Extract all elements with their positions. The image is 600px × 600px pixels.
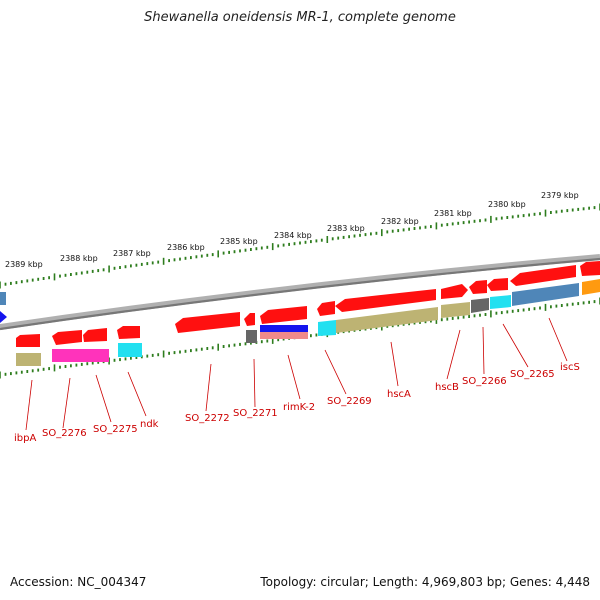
gene-label-SO-2275: SO_2275: [93, 424, 138, 435]
kbp-label: 2386 kbp: [167, 243, 205, 252]
gene-feature-gray: [471, 298, 489, 313]
gene-label-rimK-2: rimK-2: [283, 402, 315, 413]
gene-feature-blue: [260, 325, 308, 332]
gene-feature-olive: [336, 307, 438, 333]
kbp-label: 2385 kbp: [220, 237, 258, 246]
gene-feature-salmon: [260, 332, 308, 339]
gene-label-SO-2269: SO_2269: [327, 396, 372, 407]
gene-label-SO-2265: SO_2265: [510, 369, 555, 380]
gene-feature: [52, 330, 82, 345]
gene-feature-olive: [16, 353, 41, 366]
accession-text: Accession: NC_004347: [10, 575, 147, 589]
gene-feature: [83, 328, 107, 342]
leader-line: [25, 379, 33, 431]
gene-label-SO-2271: SO_2271: [233, 408, 278, 419]
leader-line: [548, 317, 568, 362]
gene-label-hscA: hscA: [387, 389, 411, 400]
gene-feature-cyan: [490, 295, 511, 309]
gene-feature: [244, 313, 255, 326]
gene-feature-pink: [52, 349, 109, 362]
kbp-scale-labels: 2389 kbp 2388 kbp 2387 kbp 2386 kbp 2385…: [5, 191, 579, 269]
kbp-label: 2381 kbp: [434, 209, 472, 218]
leader-line: [482, 326, 485, 375]
leader-line: [62, 377, 71, 429]
gene-feature-orange: [582, 279, 600, 295]
gene-label-leaders: [25, 317, 568, 431]
outer-scale-ticks: [0, 203, 600, 289]
kbp-label: 2389 kbp: [5, 260, 43, 269]
gene-feature: [441, 284, 468, 299]
map-title: Shewanella oneidensis MR-1, complete gen…: [144, 10, 456, 25]
gene-feature: [317, 301, 335, 316]
gene-feature: [117, 326, 140, 339]
gene-feature-blue-arrow: [0, 311, 7, 323]
leader-line: [127, 371, 147, 417]
gene-feature: [580, 261, 600, 276]
leader-line: [502, 323, 529, 368]
gene-label-ibpA: ibpA: [14, 433, 36, 444]
gene-label-ndk: ndk: [140, 419, 159, 430]
gene-labels: ibpA SO_2276 SO_2275 ndk SO_2272 SO_2271…: [14, 362, 580, 444]
forward-strand-genes: [0, 261, 600, 323]
gene-feature-steel: [0, 292, 6, 305]
leader-line: [324, 349, 347, 395]
gene-feature: [335, 289, 436, 312]
genome-summary: Topology: circular; Length: 4,969,803 bp…: [260, 575, 590, 589]
gene-label-SO-2272: SO_2272: [185, 413, 230, 424]
gene-label-SO-2276: SO_2276: [42, 428, 87, 439]
gene-feature: [487, 278, 508, 291]
gene-feature-olive: [441, 302, 470, 318]
leader-line: [253, 358, 256, 408]
gene-feature: [260, 306, 307, 324]
kbp-label: 2380 kbp: [488, 200, 526, 209]
leader-line: [205, 363, 212, 412]
gene-label-iscS: iscS: [560, 362, 580, 373]
leader-line: [95, 374, 112, 423]
kbp-label: 2383 kbp: [327, 224, 365, 233]
kbp-label: 2379 kbp: [541, 191, 579, 200]
gene-feature: [469, 280, 487, 294]
leader-line: [446, 329, 461, 380]
leader-line: [390, 341, 399, 387]
gene-feature-cyan: [118, 343, 142, 357]
gene-feature-steel: [512, 283, 579, 306]
genome-backbone: [0, 254, 600, 330]
leader-line: [287, 354, 301, 400]
kbp-label: 2384 kbp: [274, 231, 312, 240]
genome-backbone-shade: [0, 257, 600, 331]
gene-label-SO-2266: SO_2266: [462, 376, 507, 387]
gene-feature: [16, 334, 40, 347]
kbp-label: 2388 kbp: [60, 254, 98, 263]
gene-label-hscB: hscB: [435, 382, 459, 393]
kbp-label: 2387 kbp: [113, 249, 151, 258]
kbp-label: 2382 kbp: [381, 217, 419, 226]
reverse-strand-genes: [16, 279, 600, 366]
gene-feature: [175, 312, 240, 333]
gene-feature: [510, 265, 576, 286]
gene-feature-cyan: [318, 320, 336, 336]
gene-feature-gray: [246, 330, 257, 343]
